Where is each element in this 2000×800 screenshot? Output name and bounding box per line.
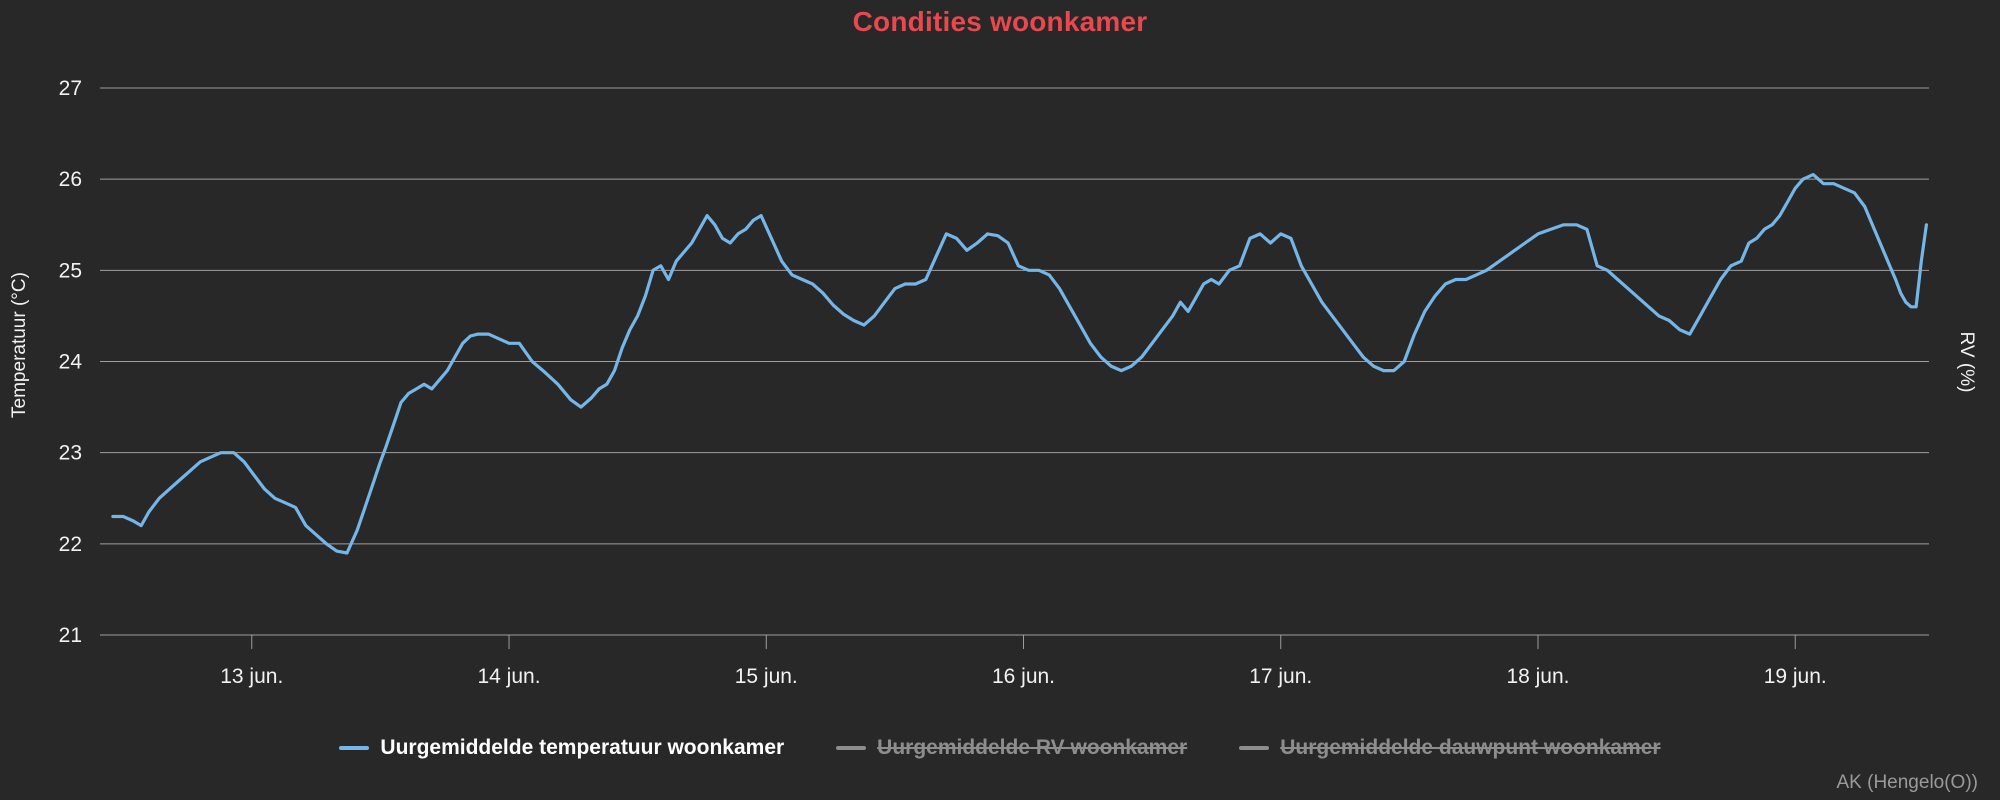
- legend: Uurgemiddelde temperatuur woonkamer Uurg…: [0, 736, 2000, 760]
- x-tick-label: 15 jun.: [735, 665, 798, 688]
- y-axis-title-left: Temperatuur (°C): [9, 272, 30, 418]
- attribution: AK (Hengelo(O)): [1836, 772, 1979, 793]
- legend-marker-rv-icon: [836, 746, 867, 750]
- y-tick-label: 23: [59, 442, 82, 465]
- x-tick-label: 13 jun.: [220, 665, 283, 688]
- legend-marker-temperature-icon: [339, 746, 370, 750]
- x-tick-label: 18 jun.: [1506, 665, 1569, 688]
- y-tick-label: 22: [59, 533, 82, 556]
- x-tick-label: 17 jun.: [1249, 665, 1312, 688]
- legend-item-rv[interactable]: Uurgemiddelde RV woonkamer: [836, 736, 1187, 760]
- y-tick-label: 25: [59, 259, 82, 282]
- y-tick-label: 21: [59, 624, 82, 647]
- x-tick-label: 16 jun.: [992, 665, 1055, 688]
- y-axis-title-right: RV (%): [1956, 331, 1977, 393]
- chart-title: Condities woonkamer: [852, 6, 1148, 37]
- legend-item-temperature[interactable]: Uurgemiddelde temperatuur woonkamer: [339, 736, 784, 760]
- y-tick-label: 24: [59, 351, 83, 374]
- legend-label-dauwpunt: Uurgemiddelde dauwpunt woonkamer: [1280, 736, 1661, 759]
- legend-label-rv: Uurgemiddelde RV woonkamer: [877, 736, 1188, 759]
- legend-item-dauwpunt[interactable]: Uurgemiddelde dauwpunt woonkamer: [1239, 736, 1661, 760]
- legend-marker-dauwpunt-icon: [1239, 746, 1270, 750]
- legend-label-temperature: Uurgemiddelde temperatuur woonkamer: [380, 736, 785, 759]
- x-tick-label: 19 jun.: [1764, 665, 1827, 688]
- temperature-line[interactable]: [111, 173, 1929, 555]
- y-tick-label: 26: [59, 168, 82, 191]
- y-tick-label: 27: [59, 77, 82, 100]
- x-tick-label: 14 jun.: [477, 665, 540, 688]
